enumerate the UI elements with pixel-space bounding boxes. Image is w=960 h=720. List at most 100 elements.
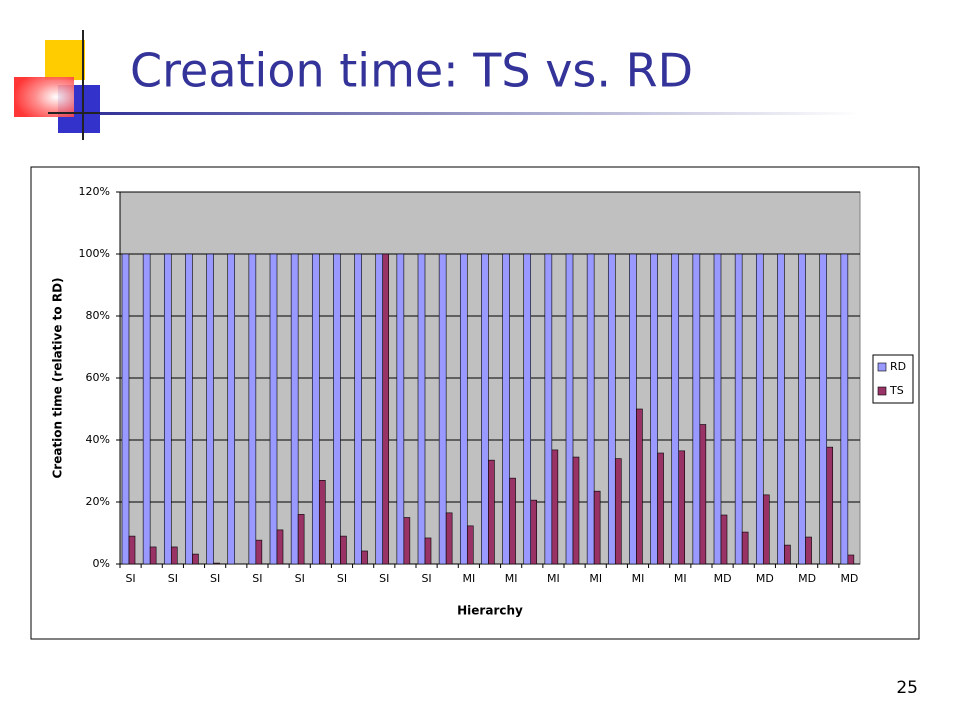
bar	[713, 253, 722, 565]
bar	[530, 499, 538, 565]
bar	[142, 253, 151, 565]
x-tick-label: MD	[840, 572, 858, 585]
bar	[128, 535, 136, 565]
bar	[121, 253, 130, 565]
bar	[375, 253, 384, 565]
bar	[805, 536, 812, 565]
y-tick-label: 40%	[86, 433, 110, 446]
bar	[551, 449, 559, 565]
title-underline	[100, 112, 860, 115]
bar	[424, 537, 432, 565]
y-tick-label: 60%	[86, 371, 110, 384]
x-tick-label: MD	[714, 572, 732, 585]
y-tick-label: 120%	[79, 185, 110, 198]
bar	[784, 544, 791, 565]
bar	[572, 456, 580, 565]
bar	[798, 253, 806, 565]
bar	[170, 546, 178, 565]
bar	[417, 253, 426, 565]
bar	[163, 253, 172, 565]
bar	[149, 546, 157, 565]
bar	[636, 408, 643, 565]
bar	[290, 253, 299, 565]
x-axis-label: Hierarchy	[457, 604, 523, 618]
bar	[213, 562, 220, 565]
logo	[14, 30, 140, 140]
bar	[523, 253, 532, 565]
bar	[192, 553, 199, 565]
x-tick-label: MI	[589, 572, 602, 585]
bar	[311, 253, 320, 565]
x-tick-label: MD	[756, 572, 774, 585]
bar	[509, 477, 516, 565]
bar	[734, 253, 743, 565]
y-tick-label: 20%	[86, 495, 110, 508]
bar	[607, 253, 616, 565]
bar	[777, 253, 785, 565]
bar	[593, 490, 601, 565]
legend-label: TS	[889, 384, 904, 397]
x-tick-label: MI	[632, 572, 645, 585]
x-tick-label: SI	[421, 572, 431, 585]
y-axis-label: Creation time (relative to RD)	[51, 277, 65, 478]
y-tick-label: 80%	[86, 309, 110, 322]
bar	[565, 253, 574, 565]
bar	[361, 550, 368, 565]
x-tick-label: SI	[168, 572, 178, 585]
bar	[466, 525, 474, 565]
x-tick-label: MI	[674, 572, 687, 585]
bar	[586, 253, 595, 565]
x-tick-label: SI	[379, 572, 389, 585]
bar	[629, 253, 637, 565]
x-tick-label: SI	[125, 572, 135, 585]
bar	[276, 529, 284, 565]
bar	[488, 459, 495, 565]
legend-label: RD	[890, 360, 906, 373]
bar	[403, 517, 411, 565]
bar	[840, 253, 849, 565]
bar	[502, 253, 510, 565]
bar	[318, 479, 326, 565]
legend-swatch	[877, 362, 887, 372]
bar	[297, 514, 305, 565]
bar	[438, 253, 447, 565]
bar	[762, 494, 770, 565]
bar	[269, 253, 278, 565]
bar	[755, 253, 764, 565]
bar	[720, 514, 728, 565]
y-tick-label: 0%	[93, 557, 110, 570]
x-tick-label: MI	[462, 572, 475, 585]
bar	[678, 450, 686, 565]
x-tick-label: MD	[798, 572, 816, 585]
bar	[481, 253, 489, 565]
bar	[650, 253, 658, 565]
bar	[396, 253, 405, 565]
bar	[671, 253, 680, 565]
bar	[847, 554, 855, 565]
bar	[544, 253, 553, 565]
x-tick-label: SI	[252, 572, 262, 585]
bar	[227, 253, 236, 565]
bar	[255, 539, 263, 565]
bar	[657, 452, 664, 565]
bar	[699, 424, 707, 565]
x-tick-label: SI	[295, 572, 305, 585]
x-tick-label: SI	[210, 572, 220, 585]
x-tick-label: MI	[505, 572, 518, 585]
bar	[248, 253, 257, 565]
bar	[826, 446, 834, 565]
bar	[445, 512, 453, 565]
chart: 0% 20% 40% 60% 80% 100% 120% SI SI SI SI SI SI SI SI MI…	[51, 185, 914, 618]
slide-title: Creation time: TS vs. RD	[130, 44, 693, 98]
bar	[185, 253, 193, 565]
bar	[340, 535, 347, 565]
y-tick-label: 100%	[79, 247, 110, 260]
bar	[819, 253, 828, 565]
bar	[382, 253, 390, 565]
bar	[206, 253, 214, 565]
x-tick-label: MI	[547, 572, 560, 585]
bar	[741, 531, 749, 565]
bar	[354, 253, 362, 565]
